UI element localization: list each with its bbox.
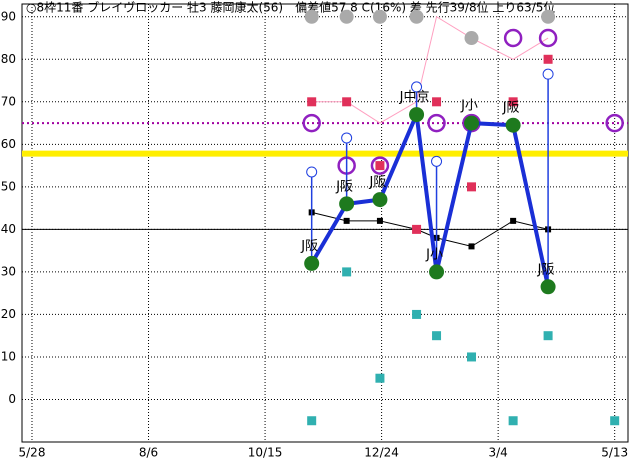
marker [542,68,554,80]
chart-title: ○8枠11番 ブレイヴロッカー 牡3 藤岡康太(56) 偏差値57.8 C(16… [26,0,555,15]
marker [339,196,355,212]
marker [411,81,423,93]
data-label: J阪 [537,262,555,277]
x-tick-label: 12/24 [364,446,399,460]
marker [339,9,354,24]
y-tick-label: 50 [1,179,16,193]
marker [508,416,518,426]
y-tick-label: 40 [1,222,16,236]
marker [541,9,556,24]
x-tick-label: 3/4 [488,446,507,460]
marker [342,97,352,107]
data-label: J阪 [300,239,318,254]
marker [468,243,475,250]
marker [372,9,387,24]
series-line [311,211,549,247]
data-label: J小 [460,99,478,114]
data-label: J阪 [502,101,520,116]
marker [307,97,317,107]
marker [302,113,321,133]
data-label: J阪 [369,175,387,190]
marker [375,373,385,383]
plot-frame [21,3,629,443]
marker [503,28,523,48]
marker [540,279,556,295]
marker [508,97,518,107]
marker [505,117,521,133]
marker [370,156,390,175]
marker [543,54,553,64]
data-label: J小 [425,247,443,262]
y-tick-label: 60 [1,137,16,151]
marker [304,255,320,271]
series-line [311,15,549,124]
marker [427,113,446,133]
marker [376,217,383,224]
marker [605,113,624,133]
marker [409,107,425,123]
marker [431,155,443,167]
marker [343,217,350,224]
marker [467,352,477,362]
x-tick-label: 8/6 [139,446,158,460]
marker [375,161,385,171]
marker [412,224,422,234]
data-label: J中京 [399,90,430,105]
y-tick-label: 20 [1,307,16,321]
marker [342,267,352,277]
marker [432,97,442,107]
marker [432,331,442,341]
x-tick-label: 5/28 [19,446,46,460]
marker [412,309,422,319]
marker [372,192,388,208]
marker [467,182,477,192]
y-tick-label: 80 [1,52,16,66]
marker [409,9,424,24]
y-tick-label: 10 [1,349,16,363]
x-tick-label: 5/13 [601,446,628,460]
marker [543,331,553,341]
y-tick-label: 0 [8,392,16,406]
marker [306,166,318,178]
y-tick-label: 90 [1,9,16,23]
marker [304,9,319,24]
marker [429,264,445,280]
y-tick-label: 30 [1,264,16,278]
x-tick-label: 10/15 [248,446,283,460]
y-tick-label: 70 [1,94,16,108]
marker [464,115,480,131]
marker [307,416,317,426]
marker [610,416,620,426]
marker [538,28,558,48]
marker [510,217,517,224]
marker [341,132,353,144]
marker [464,31,479,46]
data-label: J阪 [335,179,353,194]
